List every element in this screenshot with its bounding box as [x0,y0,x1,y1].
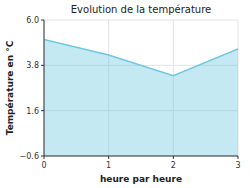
x-tick [44,156,45,159]
y-tick [41,20,44,21]
y-tick [41,65,44,66]
x-tick-label: 0 [41,161,46,170]
y-tick-label: −0.6 [20,152,39,161]
grid [44,20,238,156]
x-tick-label: 1 [106,161,111,170]
chart-svg: −0.6 1.6 3.8 6.0 0 1 2 3 Evolution de la tempéra… [0,0,250,188]
y-tick [41,110,44,111]
y-tick-label: 1.6 [26,107,39,116]
x-tick-label: 3 [235,161,240,170]
x-tick [108,156,109,159]
axes: −0.6 1.6 3.8 6.0 0 1 2 3 [20,16,241,170]
y-grid-line [44,156,238,157]
y-tick-label: 3.8 [26,61,39,70]
area [44,40,238,156]
y-grid-line [44,20,238,21]
x-axis-label: heure par heure [100,174,182,184]
x-tick [238,156,239,159]
y-axis-label: Température en °C [5,40,15,135]
title: Evolution de la température [71,4,211,15]
x-axis-line [44,156,238,157]
plot-area [44,40,238,156]
x-tick-label: 2 [171,161,176,170]
x-grid-line [44,20,45,156]
x-tick [173,156,174,159]
y-tick-label: 6.0 [26,16,39,25]
chart-container: −0.6 1.6 3.8 6.0 0 1 2 3 Evolution de la tempéra… [0,0,250,188]
y-axis-line [44,20,45,156]
line [44,40,238,76]
